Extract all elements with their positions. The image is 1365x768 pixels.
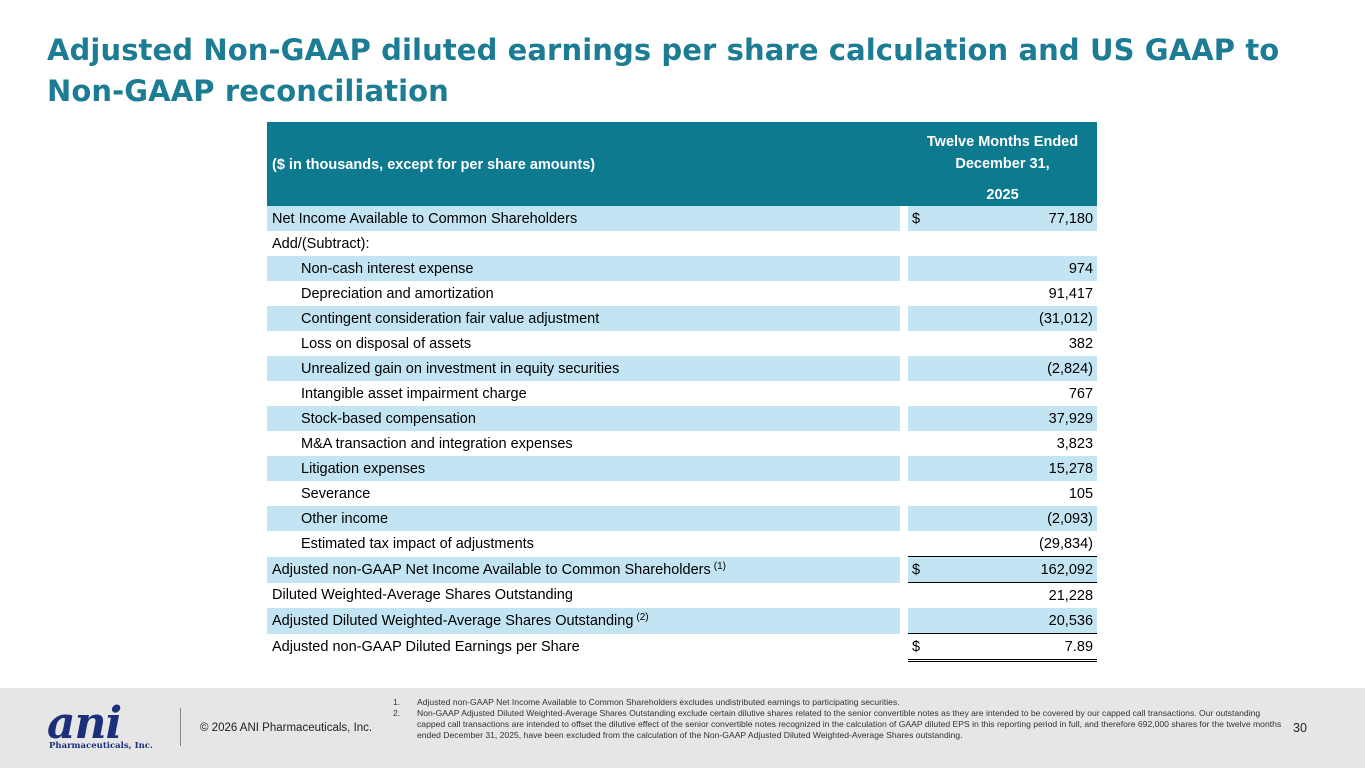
footer: ani Pharmaceuticals, Inc. © 2026 ANI Pha… <box>0 688 1365 768</box>
dollar-sign <box>908 608 932 634</box>
row-label: Adjusted Diluted Weighted-Average Shares… <box>267 608 900 634</box>
footnote-text: Adjusted non-GAAP Net Income Available t… <box>417 697 900 707</box>
dollar-sign <box>908 331 932 356</box>
dollar-sign <box>908 431 932 456</box>
row-label: M&A transaction and integration expenses <box>301 435 573 452</box>
row-label: Intangible asset impairment charge <box>301 385 527 402</box>
dollar-sign <box>908 531 932 557</box>
table-row: Other income (2,093) <box>267 506 1098 531</box>
dollar-sign <box>908 356 932 381</box>
footnote-text: Non-GAAP Adjusted Diluted Weighted-Avera… <box>417 708 1282 740</box>
row-value <box>932 231 1097 256</box>
row-value: 91,417 <box>1048 285 1094 302</box>
row-label: Severance <box>301 485 371 502</box>
dollar-sign <box>908 506 932 531</box>
row-value: 21,228 <box>1048 587 1094 604</box>
table-row: Stock-based compensation 37,929 <box>267 406 1098 431</box>
row-label: Unrealized gain on investment in equity … <box>267 356 900 381</box>
row-value: 37,929 <box>932 406 1098 431</box>
copyright: © 2026 ANI Pharmaceuticals, Inc. <box>200 722 373 734</box>
row-value: 382 <box>1068 335 1094 352</box>
table-row: Net Income Available to Common Sharehold… <box>267 206 1098 231</box>
row-label: Net Income Available to Common Sharehold… <box>267 206 900 231</box>
row-value: 3,823 <box>1056 435 1094 452</box>
table-row: Estimated tax impact of adjustments (29,… <box>267 531 1097 557</box>
row-value: 20,536 <box>932 608 1098 634</box>
row-label: Litigation expenses <box>267 456 900 481</box>
footnotes: 1. Adjusted non-GAAP Net Income Availabl… <box>390 697 1285 741</box>
dollar-sign: $ <box>908 206 932 231</box>
table-row: Depreciation and amortization 91,417 <box>267 281 1097 306</box>
row-value: 974 <box>932 256 1098 281</box>
dollar-sign <box>908 256 932 281</box>
table-row: Diluted Weighted-Average Shares Outstand… <box>267 583 1097 609</box>
column-label: ($ in thousands, except for per share am… <box>267 122 900 176</box>
dollar-sign <box>908 281 932 306</box>
period-line-2: December 31, <box>955 156 1050 172</box>
table-row: M&A transaction and integration expenses… <box>267 431 1097 456</box>
row-value: (2,093) <box>932 506 1098 531</box>
row-label: Contingent consideration fair value adju… <box>267 306 900 331</box>
table-row: Loss on disposal of assets 382 <box>267 331 1097 356</box>
dollar-sign <box>908 481 932 506</box>
row-value: 7.89 <box>932 633 1098 662</box>
table-row: Adjusted non-GAAP Diluted Earnings per S… <box>267 633 1098 662</box>
reconciliation-table: ($ in thousands, except for per share am… <box>267 122 1098 662</box>
row-value: 77,180 <box>932 206 1098 231</box>
dollar-sign <box>908 381 932 406</box>
slide-title: Adjusted Non-GAAP diluted earnings per s… <box>47 33 1280 108</box>
dollar-sign: $ <box>908 556 932 583</box>
page-number: 30 <box>1293 721 1307 735</box>
row-value: (29,834) <box>1039 535 1094 552</box>
footnote-number: 2. <box>393 708 401 718</box>
table-row: Unrealized gain on investment in equity … <box>267 356 1098 381</box>
table-row: Litigation expenses 15,278 <box>267 456 1098 481</box>
table-row: Contingent consideration fair value adju… <box>267 306 1098 331</box>
row-label: Other income <box>267 506 900 531</box>
ani-logo: ani Pharmaceuticals, Inc. <box>47 698 153 752</box>
row-value: 767 <box>1068 385 1094 402</box>
row-value: 162,092 <box>932 556 1098 583</box>
dollar-sign <box>908 306 932 331</box>
row-value: (2,824) <box>932 356 1098 381</box>
footnote: 2. Non-GAAP Adjusted Diluted Weighted-Av… <box>390 708 1285 741</box>
dollar-sign <box>908 406 932 431</box>
footnote: 1. Adjusted non-GAAP Net Income Availabl… <box>390 697 1285 708</box>
row-value: (31,012) <box>932 306 1098 331</box>
period-line-1: Twelve Months Ended <box>926 134 1079 150</box>
row-label: Non-cash interest expense <box>267 256 900 281</box>
divider <box>180 708 181 746</box>
dollar-sign: $ <box>908 633 932 662</box>
table-row: Add/(Subtract): <box>267 231 1097 256</box>
footnote-ref: (1) <box>713 561 726 572</box>
table-row: Severance 105 <box>267 481 1097 506</box>
table-row: Adjusted non-GAAP Net Income Available t… <box>267 556 1098 583</box>
dollar-sign <box>908 583 932 609</box>
footnote-number: 1. <box>393 697 401 707</box>
period-header: Twelve Months Ended December 31, <box>908 122 1098 176</box>
row-value: 15,278 <box>932 456 1098 481</box>
row-label: Depreciation and amortization <box>301 285 494 302</box>
table-row: Intangible asset impairment charge 767 <box>267 381 1097 406</box>
dollar-sign <box>908 231 932 256</box>
footnote-ref: (2) <box>636 612 649 624</box>
row-label: Estimated tax impact of adjustments <box>301 535 534 552</box>
dollar-sign <box>908 456 932 481</box>
table-row: Non-cash interest expense 974 <box>267 256 1098 281</box>
row-label: Loss on disposal of assets <box>301 335 472 352</box>
row-label: Stock-based compensation <box>267 406 900 431</box>
table-row: Adjusted Diluted Weighted-Average Shares… <box>267 608 1098 634</box>
row-label: Add/(Subtract): <box>272 235 370 252</box>
year-header: 2025 <box>908 176 1098 206</box>
row-value: 105 <box>1068 485 1094 502</box>
row-label: Adjusted non-GAAP Diluted Earnings per S… <box>272 639 580 655</box>
row-label: Diluted Weighted-Average Shares Outstand… <box>272 587 573 604</box>
row-label: Adjusted non-GAAP Net Income Available t… <box>267 556 900 583</box>
